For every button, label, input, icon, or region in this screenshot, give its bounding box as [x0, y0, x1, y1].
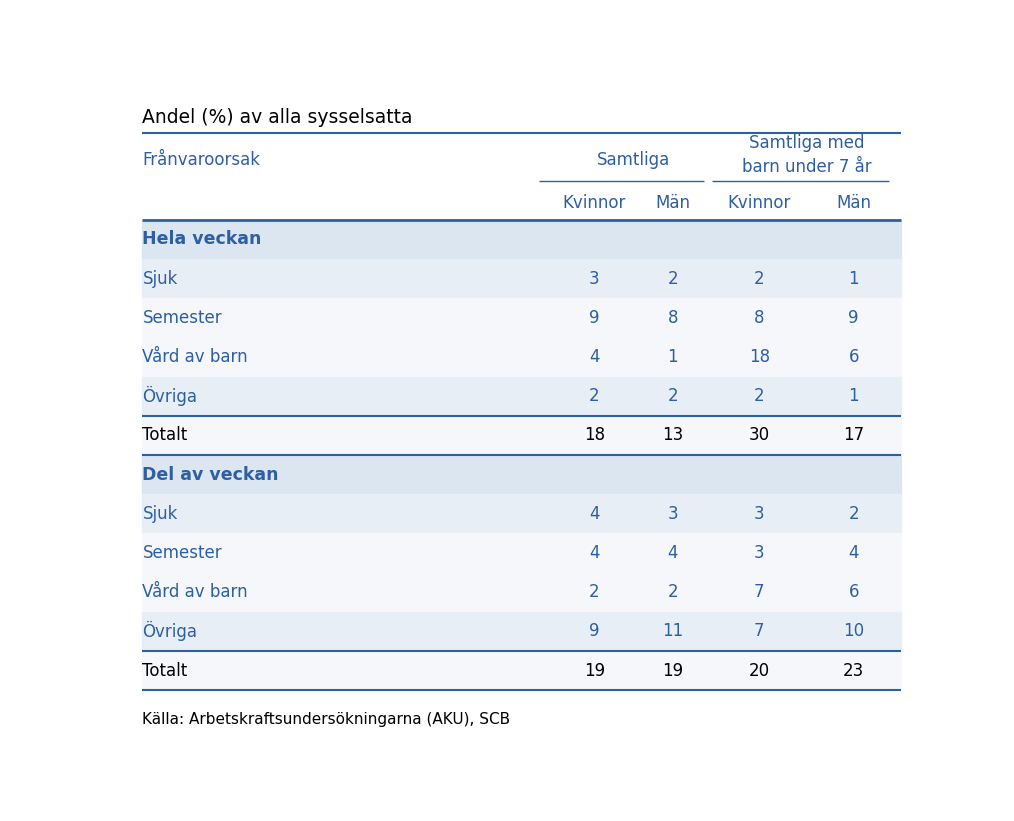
Text: Övriga: Övriga: [142, 386, 198, 406]
Text: 19: 19: [662, 662, 683, 680]
Text: 7: 7: [754, 583, 765, 601]
Text: Sjuk: Sjuk: [142, 269, 177, 287]
Text: Vård av barn: Vård av barn: [142, 348, 248, 366]
Text: 4: 4: [589, 505, 599, 523]
Text: 8: 8: [667, 309, 678, 327]
Text: 2: 2: [754, 388, 765, 406]
Bar: [142, 377, 900, 416]
Bar: [142, 416, 900, 455]
Bar: [142, 220, 900, 259]
Text: 30: 30: [748, 426, 770, 444]
Text: Kvinnor: Kvinnor: [563, 195, 626, 213]
Text: Sjuk: Sjuk: [142, 505, 177, 523]
Text: 20: 20: [748, 662, 770, 680]
Text: 18: 18: [584, 426, 605, 444]
Text: Semester: Semester: [142, 309, 222, 327]
Text: 7: 7: [754, 622, 765, 640]
Text: 8: 8: [754, 309, 765, 327]
Bar: [142, 298, 900, 337]
Text: 6: 6: [849, 348, 859, 366]
Bar: [142, 259, 900, 298]
Text: 2: 2: [667, 583, 678, 601]
Text: 2: 2: [667, 388, 678, 406]
Text: Övriga: Övriga: [142, 621, 198, 641]
Text: 4: 4: [589, 348, 599, 366]
Text: 1: 1: [667, 348, 678, 366]
Bar: [142, 534, 900, 573]
Text: Andel (%) av alla sysselsatta: Andel (%) av alla sysselsatta: [142, 108, 413, 127]
Text: 18: 18: [748, 348, 770, 366]
Text: 19: 19: [584, 662, 605, 680]
Text: Frånvaroorsak: Frånvaroorsak: [142, 151, 261, 169]
Text: Kvinnor: Kvinnor: [728, 195, 791, 213]
Text: 3: 3: [589, 269, 599, 287]
Text: 2: 2: [589, 583, 599, 601]
Text: 2: 2: [849, 505, 859, 523]
Text: 3: 3: [667, 505, 678, 523]
Text: 6: 6: [849, 583, 859, 601]
Text: Totalt: Totalt: [142, 426, 188, 444]
Bar: [142, 494, 900, 534]
Text: 2: 2: [589, 388, 599, 406]
Text: 13: 13: [662, 426, 683, 444]
Text: Samtliga med
barn under 7 år: Samtliga med barn under 7 år: [741, 135, 871, 176]
Text: Män: Män: [655, 195, 691, 213]
Text: 1: 1: [849, 269, 859, 287]
Text: 10: 10: [843, 622, 864, 640]
Text: 2: 2: [754, 269, 765, 287]
Bar: [142, 337, 900, 377]
Text: Totalt: Totalt: [142, 662, 188, 680]
Text: Semester: Semester: [142, 544, 222, 562]
Text: 4: 4: [849, 544, 859, 562]
Text: 4: 4: [667, 544, 678, 562]
Text: 4: 4: [589, 544, 599, 562]
Text: 3: 3: [754, 505, 765, 523]
Text: Män: Män: [837, 195, 871, 213]
Text: 9: 9: [589, 309, 599, 327]
Text: 2: 2: [667, 269, 678, 287]
Bar: [142, 612, 900, 651]
Text: Hela veckan: Hela veckan: [142, 231, 262, 249]
Text: 9: 9: [849, 309, 859, 327]
Text: 11: 11: [662, 622, 683, 640]
Bar: [142, 455, 900, 494]
Text: Källa: Arbetskraftsundersökningarna (AKU), SCB: Källa: Arbetskraftsundersökningarna (AKU…: [142, 713, 511, 727]
Bar: [142, 651, 900, 690]
Text: 1: 1: [849, 388, 859, 406]
Bar: [142, 573, 900, 612]
Text: Samtliga: Samtliga: [597, 151, 670, 169]
Text: Del av veckan: Del av veckan: [142, 466, 279, 484]
Text: 3: 3: [754, 544, 765, 562]
Text: 17: 17: [843, 426, 864, 444]
Text: Vård av barn: Vård av barn: [142, 583, 248, 601]
Text: 9: 9: [589, 622, 599, 640]
Text: 23: 23: [843, 662, 864, 680]
